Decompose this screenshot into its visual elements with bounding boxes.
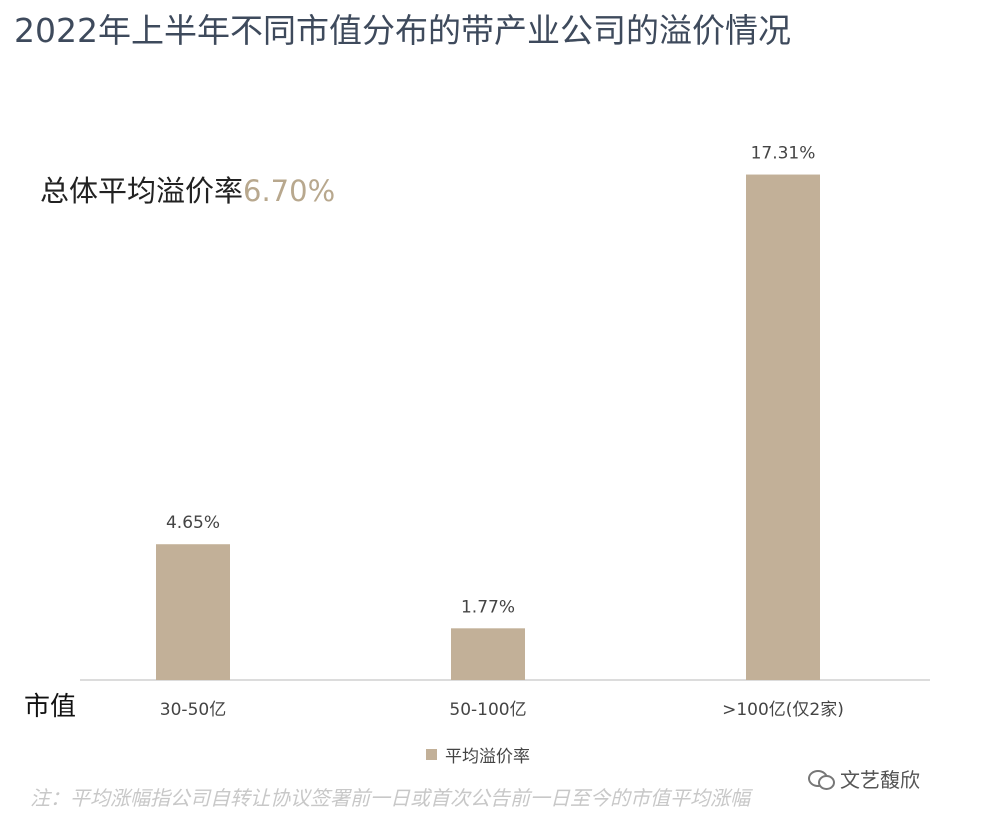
watermark: 文艺馥欣 — [808, 764, 920, 793]
bar-3 — [746, 174, 820, 680]
footnote: 注：平均涨幅指公司自转让协议签署前一日或首次公告前一日至今的市值平均涨幅 — [30, 786, 750, 810]
data-label-2: 1.77% — [461, 597, 515, 617]
data-label-1: 4.65% — [166, 513, 220, 533]
bar-1 — [156, 544, 230, 680]
wechat-icon — [808, 768, 835, 790]
overall-value: 6.70% — [243, 174, 336, 208]
overall-label: 总体平均溢价率 — [40, 174, 244, 208]
bar-chart: 4.65% 30-50亿 1.77% 50-100亿 17.31% >100亿(仅2家) — [80, 144, 930, 720]
legend-swatch — [426, 749, 437, 760]
overall-average-premium: 总体平均溢价率6.70% — [40, 168, 335, 210]
x-tick-label-2: 50-100亿 — [449, 700, 526, 720]
x-tick-label-3: >100亿(仅2家) — [722, 700, 844, 720]
bar-2 — [451, 628, 525, 680]
watermark-text: 文艺馥欣 — [840, 768, 920, 792]
legend: 平均溢价率 — [426, 742, 530, 767]
x-tick-label-1: 30-50亿 — [160, 700, 226, 720]
data-label-3: 17.31% — [751, 144, 816, 164]
legend-label: 平均溢价率 — [445, 747, 530, 767]
x-axis-name: 市值 — [24, 692, 77, 722]
chart-title: 2022年上半年不同市值分布的带产业公司的溢价情况 — [14, 11, 791, 50]
